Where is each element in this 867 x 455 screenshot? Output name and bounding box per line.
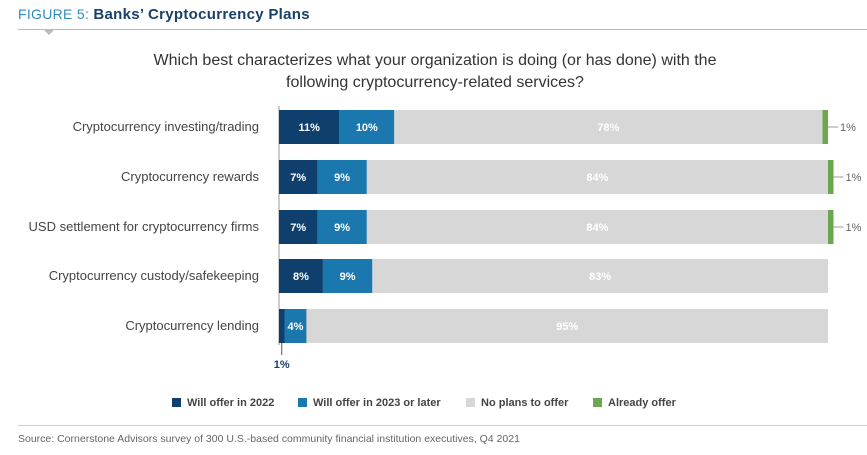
bar-segment [279,210,318,244]
data-label: 10% [356,122,378,134]
figure-heading: Banks’ Cryptocurrency Plans [93,6,310,23]
data-label: 78% [597,122,619,134]
legend-label: No plans to offer [481,397,569,409]
bar-segment [317,210,367,244]
bar-segment [372,259,828,293]
figure-number: FIGURE 5: [18,6,90,22]
source-note: Source: Cornerstone Advisors survey of 3… [18,433,520,445]
data-label: 4% [288,321,304,333]
data-label: 11% [298,122,320,134]
legend-swatch [298,398,307,407]
data-label: 1% [840,122,856,134]
data-label: 1% [845,172,861,184]
bar-segment [317,160,367,194]
data-label: 1% [845,222,861,234]
bar-segment [279,259,323,293]
legend-swatch [466,398,475,407]
category-label: Cryptocurrency custody/safekeeping [49,268,259,283]
bar-segment [366,160,828,194]
bar-segment [322,259,373,293]
data-label: 1% [274,359,290,371]
data-label: 9% [340,271,356,283]
legend-label: Will offer in 2022 [187,397,274,409]
legend-label: Will offer in 2023 or later [313,397,441,409]
data-label: 84% [586,222,608,234]
data-label: 7% [290,172,306,184]
category-label: Cryptocurrency lending [125,318,259,333]
source-divider [18,425,867,426]
data-label: 84% [586,172,608,184]
bar-segment [394,110,823,144]
data-label: 7% [290,222,306,234]
bar-segment [828,210,834,244]
bar-segment [339,110,395,144]
bar-segment [279,110,340,144]
legend-swatch [593,398,602,407]
category-label: USD settlement for cryptocurrency firms [29,219,260,234]
bar-segment [279,309,285,343]
pointer-triangle [44,30,54,35]
data-label: 8% [293,271,309,283]
data-label: 9% [334,222,350,234]
bar-segment [279,160,318,194]
legend-swatch [172,398,181,407]
bar-segment [822,110,828,144]
bar-segment [828,160,834,194]
bar-segment [366,210,828,244]
legend-label: Already offer [608,397,677,409]
divider [18,29,867,30]
data-label: 95% [556,321,578,333]
category-label: Cryptocurrency investing/trading [73,119,259,134]
category-label: Cryptocurrency rewards [121,169,259,184]
chart-title: Which best characterizes what your organ… [153,52,717,91]
figure-title: FIGURE 5: Banks’ Cryptocurrency Plans [18,6,310,23]
bar-segment [306,309,828,343]
bar-segment [284,309,307,343]
data-label: 83% [589,271,611,283]
data-label: 9% [334,172,350,184]
